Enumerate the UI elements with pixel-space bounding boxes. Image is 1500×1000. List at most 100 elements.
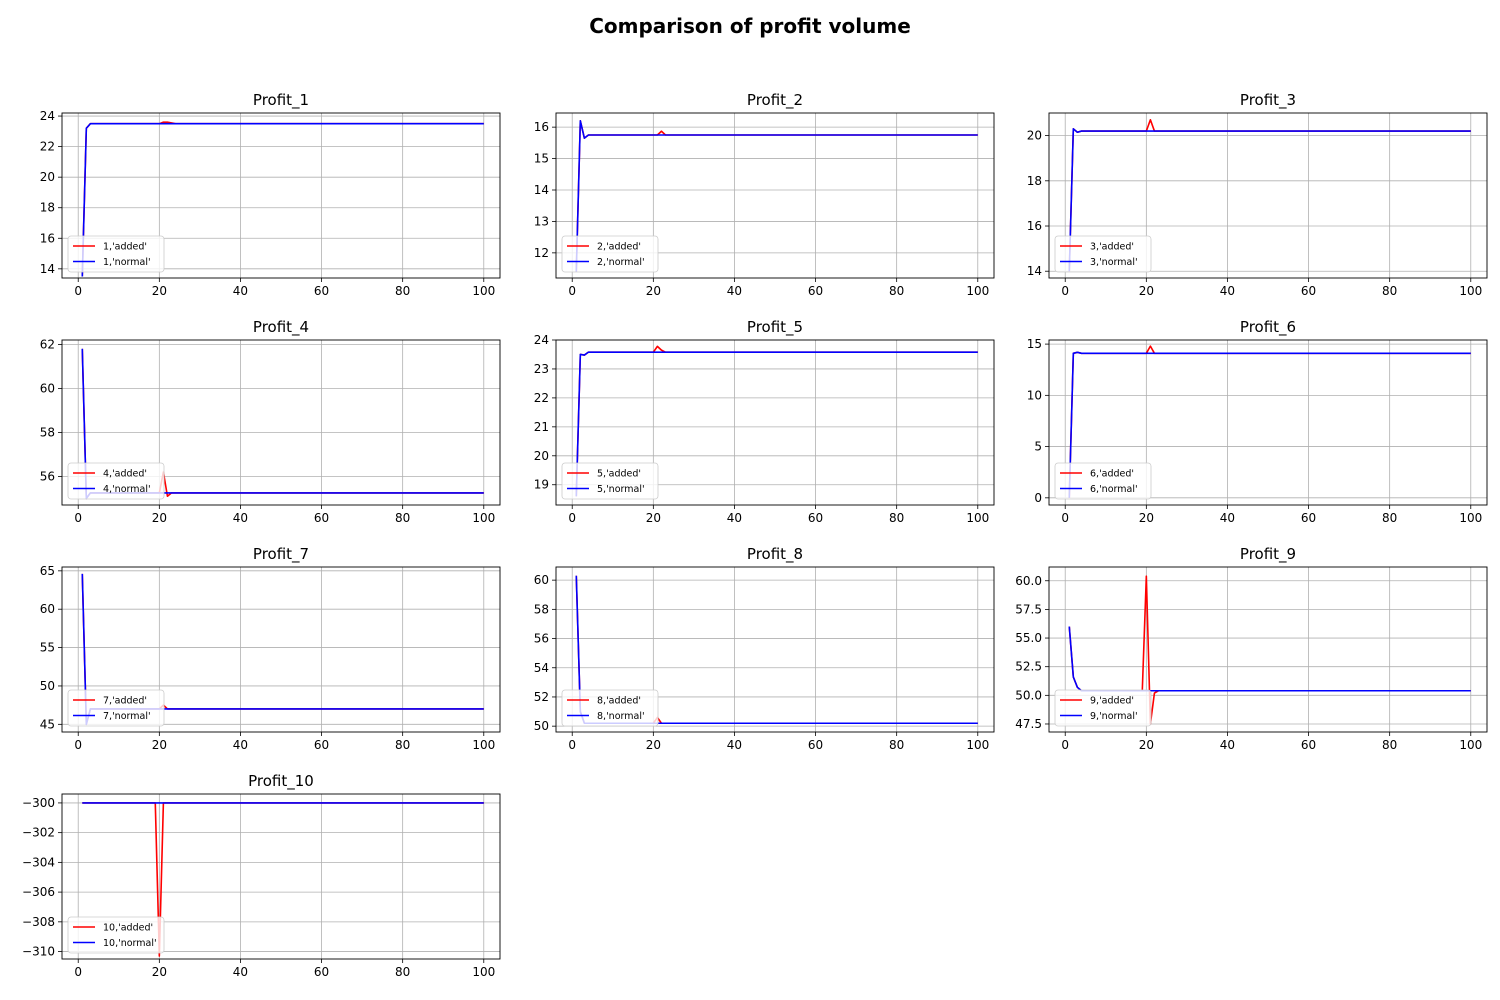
plot-frame xyxy=(555,112,995,279)
y-tick-label: 50.0 xyxy=(1015,688,1042,702)
y-tick-label: 18 xyxy=(40,201,55,215)
y-tick-label: 60 xyxy=(40,602,55,616)
y-tick-label: −306 xyxy=(22,885,55,899)
x-tick-label: 0 xyxy=(568,284,576,298)
y-tick-label: 62 xyxy=(40,337,55,351)
subplot-7: 0 20 40 60 80 1004550556065Profit_77,'added'7… xyxy=(40,545,501,752)
x-tick-label: 40 xyxy=(1220,511,1235,525)
y-tick-label: 16 xyxy=(534,120,549,134)
series-line-normal xyxy=(1068,626,1471,692)
subplot-title: Profit_3 xyxy=(1240,91,1296,110)
x-tick-label: 100 xyxy=(966,511,989,525)
legend-label: 7,'normal' xyxy=(103,711,151,722)
y-tick-label: 15 xyxy=(1027,337,1042,351)
x-tick-label: 20 xyxy=(152,738,167,752)
y-tick-label: 14 xyxy=(534,183,549,197)
legend-box xyxy=(1054,462,1152,500)
legend-label: 10,'normal' xyxy=(103,938,157,949)
y-tick-label: 60.0 xyxy=(1015,574,1042,588)
x-tick-label: 0 xyxy=(74,738,82,752)
x-tick-label: 0 xyxy=(74,511,82,525)
legend-label: 10,'added' xyxy=(103,923,153,934)
x-tick-label: 80 xyxy=(889,511,904,525)
legend-label: 5,'added' xyxy=(597,469,641,480)
y-tick-label: 57.5 xyxy=(1015,602,1042,616)
subplot-title: Profit_6 xyxy=(1240,318,1296,337)
x-tick-label: 20 xyxy=(152,284,167,298)
legend: 6,'added' 6,'normal' xyxy=(1054,462,1152,500)
x-tick-label: 80 xyxy=(1382,511,1397,525)
legend: 2,'added' 2,'normal' xyxy=(561,235,659,273)
y-tick-label: 55.0 xyxy=(1015,631,1042,645)
legend-label: 6,'added' xyxy=(1090,469,1134,480)
y-tick-label: 14 xyxy=(1027,264,1042,278)
y-tick-label: 0 xyxy=(1034,491,1042,505)
x-tick-label: 100 xyxy=(472,511,495,525)
plot-frame xyxy=(1048,566,1488,733)
x-tick-label: 20 xyxy=(646,511,661,525)
legend-label: 7,'added' xyxy=(103,696,147,707)
plot-frame xyxy=(61,793,501,960)
subplot-3: 0 20 40 60 80 10014161820Profit_33,'added'3,'… xyxy=(1027,91,1488,298)
y-tick-label: −304 xyxy=(22,855,55,869)
y-tick-label: −310 xyxy=(22,945,55,959)
subplot-title: Profit_9 xyxy=(1240,545,1296,564)
y-tick-label: 22 xyxy=(40,140,55,154)
subplot-title: Profit_1 xyxy=(253,91,309,110)
legend: 3,'added' 3,'normal' xyxy=(1054,235,1152,273)
y-tick-label: 24 xyxy=(40,109,55,123)
y-tick-label: −302 xyxy=(22,826,55,840)
legend-label: 8,'added' xyxy=(597,696,641,707)
y-tick-label: 60 xyxy=(40,381,55,395)
subplot-title: Profit_8 xyxy=(747,545,803,564)
legend-label: 5,'normal' xyxy=(597,484,645,495)
legend-label: 9,'added' xyxy=(1090,696,1134,707)
y-tick-label: 65 xyxy=(40,564,55,578)
subplot-10: 0 20 40 60 80 100 −310 −308 −306 −304 −302 −300 Prof… xyxy=(22,772,501,979)
legend-box xyxy=(561,235,659,273)
series-line-normal xyxy=(1068,128,1471,272)
y-tick-label: 15 xyxy=(534,152,549,166)
x-tick-label: 60 xyxy=(1301,284,1316,298)
x-tick-label: 60 xyxy=(314,284,329,298)
x-tick-label: 60 xyxy=(808,738,823,752)
legend-label: 2,'added' xyxy=(597,242,641,253)
subplot-title: Profit_7 xyxy=(253,545,309,564)
y-tick-label: 21 xyxy=(534,420,549,434)
x-tick-label: 40 xyxy=(727,511,742,525)
x-tick-label: 80 xyxy=(395,284,410,298)
legend-label: 4,'added' xyxy=(103,469,147,480)
subplot-title: Profit_10 xyxy=(248,772,314,791)
y-tick-label: 60 xyxy=(534,573,549,587)
x-tick-label: 40 xyxy=(727,738,742,752)
x-tick-label: 0 xyxy=(74,965,82,979)
y-tick-label: 47.5 xyxy=(1015,717,1042,731)
plot-frame xyxy=(61,339,501,506)
x-tick-label: 40 xyxy=(233,965,248,979)
subplot-title: Profit_4 xyxy=(253,318,309,337)
x-tick-label: 80 xyxy=(395,738,410,752)
figure-title: Comparison of profit volume xyxy=(589,14,911,38)
subplot-1: 0 20 40 60 80 100 14 16 18 20 22 24 Profit_1 1,'added… xyxy=(40,91,501,298)
legend-box xyxy=(561,689,659,727)
y-tick-label: 22 xyxy=(534,391,549,405)
legend-label: 6,'normal' xyxy=(1090,484,1138,495)
plot-frame xyxy=(1048,112,1488,279)
subplot-title: Profit_5 xyxy=(747,318,803,337)
x-tick-label: 60 xyxy=(1301,511,1316,525)
x-tick-label: 20 xyxy=(1139,284,1154,298)
y-tick-label: 45 xyxy=(40,717,55,731)
x-tick-label: 20 xyxy=(152,965,167,979)
x-tick-label: 100 xyxy=(1459,738,1482,752)
x-tick-label: 20 xyxy=(1139,511,1154,525)
y-tick-label: 56 xyxy=(40,469,55,483)
y-tick-label: 14 xyxy=(40,262,55,276)
subplot-5: 0 20 40 60 80 100 19 20 21 22 23 24 Profit_5 5,'added… xyxy=(534,318,995,525)
subplot-2: 0 20 40 60 80 1001213141516Profit_22,'added'2… xyxy=(534,91,995,298)
x-tick-label: 60 xyxy=(808,511,823,525)
x-tick-label: 40 xyxy=(1220,284,1235,298)
subplot-9: 0 20 40 60 80 100 47.5 50.0 52.5 55.0 57.5 60.0 Prof… xyxy=(1015,545,1488,752)
y-tick-label: 52.5 xyxy=(1015,660,1042,674)
y-tick-label: 20 xyxy=(534,449,549,463)
x-tick-label: 80 xyxy=(1382,284,1397,298)
